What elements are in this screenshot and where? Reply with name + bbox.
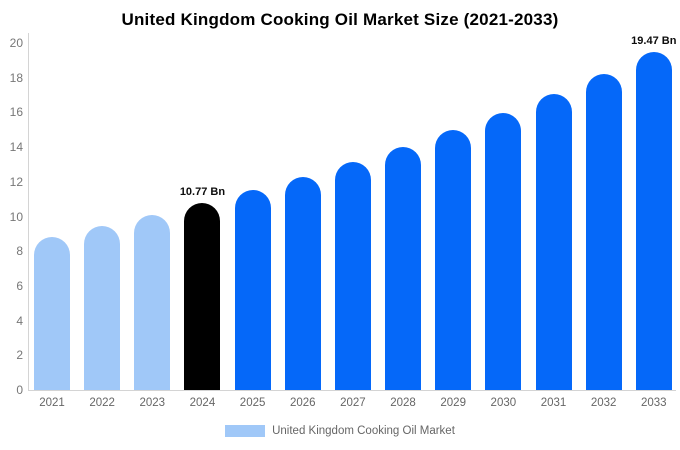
y-axis-line [28,33,29,391]
chart-title: United Kingdom Cooking Oil Market Size (… [121,10,559,29]
y-tick-6: 6 [16,278,23,293]
value-label-2024: 10.77 Bn [179,186,226,199]
bar-2024 [184,203,221,390]
bar-2021 [34,236,70,390]
bar-2026 [284,176,321,390]
x-label-2033: 2033 [641,397,667,409]
value-label-2033: 19.47 Bn [631,35,677,48]
y-tick-14: 14 [9,140,23,155]
bar-2033 [635,52,672,390]
y-tick-16: 16 [9,105,23,120]
bar-2029 [435,130,472,390]
x-label-2023: 2023 [139,397,166,409]
bar-2025 [234,190,271,390]
bar-2030 [485,112,522,390]
legend: United Kingdom Cooking Oil Market [0,425,680,437]
bar-2027 [334,162,371,390]
y-tick-20: 20 [9,36,23,50]
y-tick-2: 2 [16,348,23,363]
legend-swatch [225,425,266,437]
legend-label: United Kingdom Cooking Oil Market [272,425,455,437]
y-tick-10: 10 [9,209,23,224]
y-tick-18: 18 [9,70,23,85]
x-label-2031: 2031 [540,397,567,409]
bar-2032 [585,73,622,390]
x-label-2027: 2027 [340,397,366,409]
x-label-2025: 2025 [239,397,266,409]
x-label-2029: 2029 [440,397,466,409]
x-label-2032: 2032 [590,397,617,409]
y-tick-0: 0 [16,383,23,397]
y-tick-8: 8 [16,244,23,259]
bar-2031 [535,93,572,390]
y-tick-4: 4 [16,313,23,328]
bar-2023 [134,214,171,390]
x-label-2024: 2024 [189,397,216,409]
bar-2028 [385,146,422,390]
y-tick-12: 12 [9,174,23,189]
x-label-2030: 2030 [490,397,517,409]
x-label-2021: 2021 [39,397,65,409]
x-label-2028: 2028 [390,397,416,409]
x-axis-line [28,390,676,391]
x-label-2026: 2026 [289,397,316,409]
bar-2022 [84,226,121,390]
x-label-2022: 2022 [89,397,115,409]
